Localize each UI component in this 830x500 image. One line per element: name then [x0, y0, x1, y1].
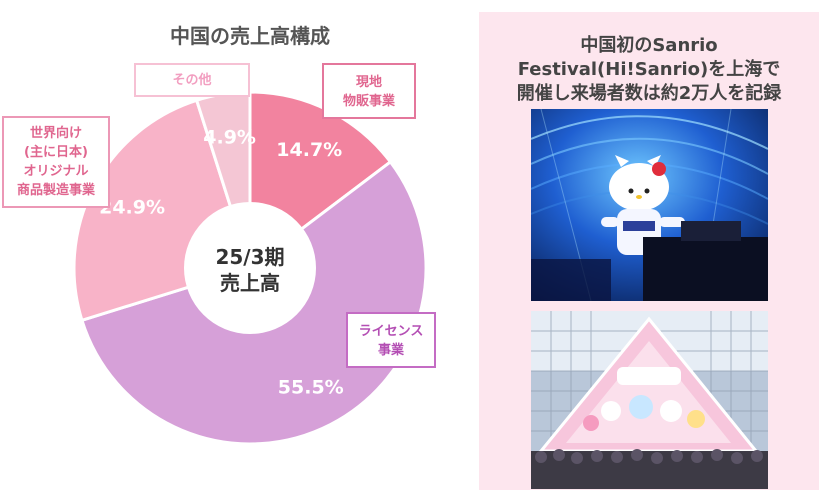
center-label-sales: 売上高 — [220, 271, 280, 295]
callout-sekai-muke: 世界向け (主に日本) オリジナル 商品製造事業 — [2, 116, 110, 208]
callout-sonota: その他 — [134, 63, 250, 97]
slice-value-label: 14.7% — [276, 139, 342, 161]
callout-line: (主に日本) — [24, 145, 88, 160]
callout-line: 現地 — [355, 75, 382, 90]
festival-stage-photo — [531, 109, 768, 301]
callout-line: 世界向け — [29, 126, 82, 141]
festival-title: 中国初のSanrio Festival(Hi!Sanrio)を上海で 開催し来場… — [479, 34, 819, 106]
slice-value-label: 4.9% — [203, 127, 256, 149]
callout-line: その他 — [172, 73, 212, 88]
center-label-period: 25/3期 — [215, 245, 284, 269]
slice-value-label: 55.5% — [278, 376, 344, 398]
callout-license: ライセンス 事業 — [346, 312, 436, 368]
callout-genchi-butsuhan: 現地 物販事業 — [322, 63, 416, 119]
festival-title-line: 中国初のSanrio — [580, 35, 718, 56]
callout-line: ライセンス — [358, 324, 424, 339]
slice-value-label: 24.9% — [99, 197, 165, 219]
festival-venue-photo — [531, 311, 768, 489]
callout-line: 物販事業 — [342, 94, 395, 109]
callout-line: 事業 — [377, 343, 404, 358]
callout-line: 商品製造事業 — [16, 183, 95, 198]
festival-panel: 中国初のSanrio Festival(Hi!Sanrio)を上海で 開催し来場… — [479, 12, 819, 490]
festival-title-line: Festival(Hi!Sanrio)を上海で — [517, 59, 781, 80]
callout-line: オリジナル — [23, 164, 89, 179]
chart-title: 中国の売上高構成 — [170, 24, 330, 48]
festival-title-line: 開催し来場者数は約2万人を記録 — [516, 83, 782, 104]
